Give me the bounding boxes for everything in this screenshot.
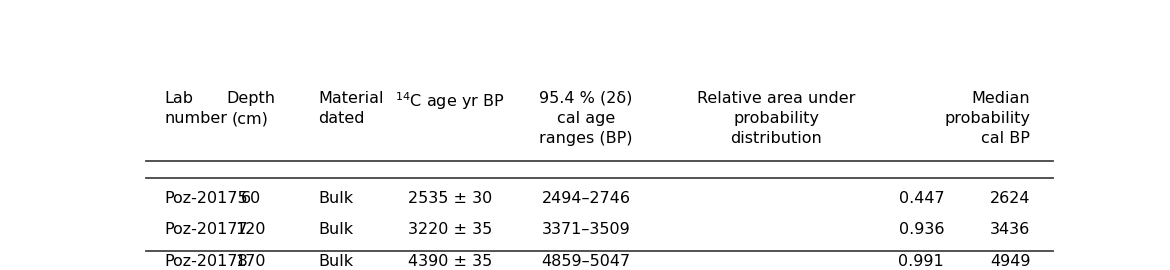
Text: Poz-20175: Poz-20175: [164, 191, 248, 206]
Text: 3371–3509: 3371–3509: [542, 222, 631, 237]
Text: 3220 ± 35: 3220 ± 35: [408, 222, 493, 237]
Text: 0.447: 0.447: [899, 191, 944, 206]
Text: 3436: 3436: [990, 222, 1031, 237]
Text: 2535 ± 30: 2535 ± 30: [408, 191, 493, 206]
Text: 120: 120: [235, 222, 266, 237]
Text: 95.4 % (2δ)
cal age
ranges (BP): 95.4 % (2δ) cal age ranges (BP): [539, 91, 633, 146]
Text: 170: 170: [235, 254, 266, 269]
Text: Lab
number: Lab number: [164, 91, 227, 126]
Text: 4390 ± 35: 4390 ± 35: [408, 254, 493, 269]
Text: Bulk: Bulk: [318, 191, 353, 206]
Text: Poz-20177: Poz-20177: [164, 222, 248, 237]
Text: Relative area under
probability
distribution: Relative area under probability distribu…: [697, 91, 855, 146]
Text: 4859–5047: 4859–5047: [542, 254, 631, 269]
Text: 2624: 2624: [990, 191, 1031, 206]
Text: Bulk: Bulk: [318, 254, 353, 269]
Text: $^{14}$C age yr BP: $^{14}$C age yr BP: [395, 91, 504, 112]
Text: Poz-20178: Poz-20178: [164, 254, 248, 269]
Text: 2494–2746: 2494–2746: [542, 191, 631, 206]
Text: Median
probability
cal BP: Median probability cal BP: [944, 91, 1031, 146]
Text: 0.936: 0.936: [899, 222, 944, 237]
Text: Depth
(cm): Depth (cm): [226, 91, 275, 126]
Text: 4949: 4949: [990, 254, 1031, 269]
Text: Bulk: Bulk: [318, 222, 353, 237]
Text: 60: 60: [240, 191, 261, 206]
Text: 0.991: 0.991: [899, 254, 944, 269]
Text: Material
dated: Material dated: [318, 91, 384, 126]
